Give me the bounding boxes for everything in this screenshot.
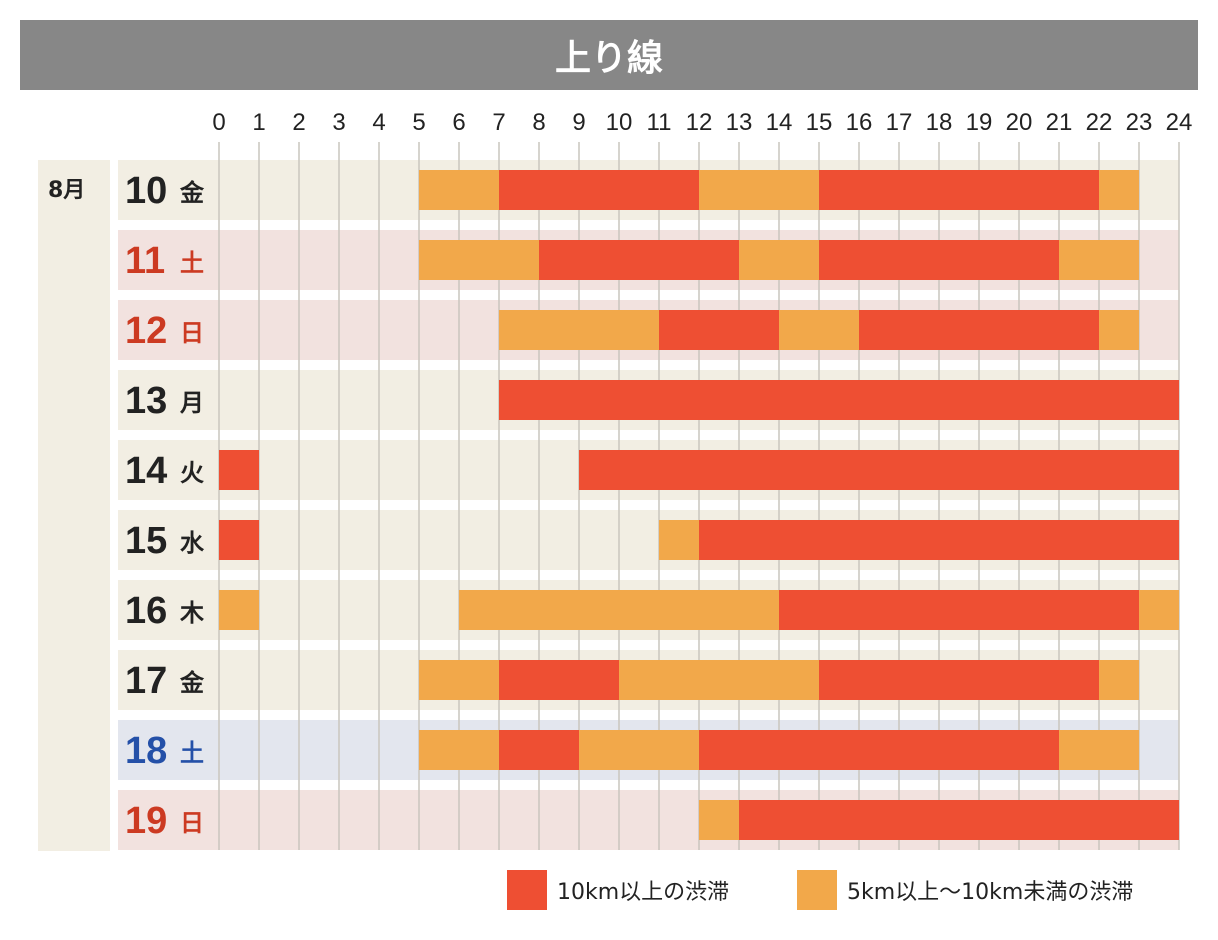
day-number: 14	[125, 450, 167, 492]
day-number: 18	[125, 730, 167, 772]
congestion-bar-light	[579, 730, 699, 770]
x-tick-label: 4	[372, 109, 385, 136]
x-tick-label: 1	[252, 109, 265, 136]
x-tick-label: 14	[766, 109, 793, 136]
legend-light: 5km以上〜10km未満の渋滞	[797, 870, 1133, 910]
day-number: 17	[125, 660, 167, 702]
x-tick-label: 13	[726, 109, 753, 136]
congestion-bar-heavy	[699, 730, 1059, 770]
x-tick-label: 22	[1086, 109, 1113, 136]
x-tick-label: 5	[412, 109, 425, 136]
congestion-bar-light	[739, 240, 819, 280]
x-tick-label: 0	[212, 109, 225, 136]
x-tick-label: 6	[452, 109, 465, 136]
chart-title: 上り線	[20, 20, 1198, 90]
congestion-bar-light	[419, 240, 539, 280]
legend-heavy: 10km以上の渋滞	[507, 870, 729, 910]
x-tick-label: 2	[292, 109, 305, 136]
congestion-bar-heavy	[699, 520, 1179, 560]
weekday-label: 月	[179, 389, 204, 417]
day-number: 10	[125, 170, 167, 212]
congestion-bar-light	[1099, 310, 1139, 350]
x-tick-label: 7	[492, 109, 505, 136]
x-tick-label: 24	[1166, 109, 1193, 136]
x-tick-label: 18	[926, 109, 953, 136]
congestion-bar-heavy	[819, 170, 1099, 210]
congestion-bar-heavy	[499, 660, 619, 700]
weekday-label: 土	[180, 739, 204, 767]
congestion-bar-heavy	[539, 240, 739, 280]
x-tick-label: 8	[532, 109, 545, 136]
x-tick-label: 16	[846, 109, 873, 136]
congestion-bar-light	[419, 170, 499, 210]
congestion-bar-light	[219, 590, 259, 630]
congestion-bar-light	[459, 590, 779, 630]
congestion-bar-light	[499, 310, 659, 350]
weekday-label: 金	[179, 179, 205, 207]
x-tick-label: 3	[332, 109, 345, 136]
congestion-bar-heavy	[219, 450, 259, 490]
legend-light-swatch	[797, 870, 837, 910]
congestion-bar-light	[1139, 590, 1179, 630]
congestion-bar-heavy	[499, 380, 1179, 420]
legend-light-label: 5km以上〜10km未満の渋滞	[847, 880, 1134, 905]
weekday-label: 木	[179, 599, 205, 627]
legend-heavy-label: 10km以上の渋滞	[557, 880, 730, 905]
weekday-label: 水	[180, 529, 205, 557]
x-tick-label: 19	[966, 109, 993, 136]
congestion-bar-light	[699, 170, 819, 210]
month-label: 8月	[48, 178, 86, 203]
congestion-bar-light	[419, 730, 499, 770]
congestion-bar-light	[1059, 730, 1139, 770]
congestion-bar-heavy	[579, 450, 1179, 490]
congestion-bar-heavy	[219, 520, 259, 560]
weekday-label: 火	[180, 459, 204, 487]
congestion-bar-heavy	[779, 590, 1139, 630]
congestion-bar-light	[419, 660, 499, 700]
day-number: 12	[125, 310, 167, 352]
day-number: 16	[125, 590, 167, 632]
congestion-bar-light	[659, 520, 699, 560]
weekday-label: 日	[180, 319, 204, 347]
congestion-bar-light	[779, 310, 859, 350]
congestion-bar-light	[1099, 660, 1139, 700]
day-number: 13	[125, 380, 167, 422]
x-tick-label: 12	[686, 109, 713, 136]
congestion-bar-light	[1099, 170, 1139, 210]
weekday-label: 土	[180, 249, 204, 277]
month-column	[38, 160, 110, 851]
congestion-bar-heavy	[499, 730, 579, 770]
legend-heavy-swatch	[507, 870, 547, 910]
x-tick-label: 21	[1046, 109, 1073, 136]
congestion-bar-heavy	[499, 170, 699, 210]
congestion-bar-light	[699, 800, 739, 840]
x-tick-label: 11	[647, 109, 672, 136]
x-tick-label: 15	[806, 109, 833, 136]
day-number: 15	[125, 520, 167, 562]
x-tick-label: 10	[606, 109, 633, 136]
weekday-label: 金	[179, 669, 205, 697]
congestion-bar-light	[1059, 240, 1139, 280]
congestion-bar-heavy	[819, 240, 1059, 280]
day-number: 19	[125, 800, 167, 842]
congestion-bar-heavy	[739, 800, 1179, 840]
congestion-bar-heavy	[859, 310, 1099, 350]
x-tick-label: 20	[1006, 109, 1033, 136]
congestion-bar-heavy	[819, 660, 1099, 700]
x-tick-label: 17	[886, 109, 913, 136]
congestion-bar-light	[619, 660, 819, 700]
x-tick-label: 9	[572, 109, 585, 136]
day-number: 11	[125, 240, 165, 282]
weekday-label: 日	[180, 809, 204, 837]
x-tick-label: 23	[1126, 109, 1153, 136]
congestion-bar-heavy	[659, 310, 779, 350]
